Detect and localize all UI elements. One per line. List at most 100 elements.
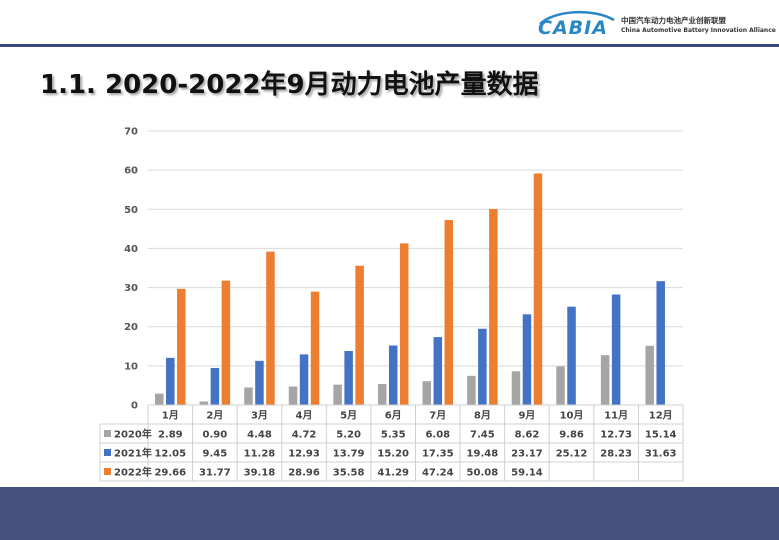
- legend-label: 2020年: [114, 428, 152, 441]
- bar: [656, 281, 665, 405]
- bar: [299, 354, 309, 405]
- bar: [177, 288, 186, 405]
- data-label: 50.08: [467, 468, 499, 479]
- data-label: 41.29: [377, 468, 409, 479]
- data-label: 6.08: [425, 430, 450, 441]
- bar: [533, 173, 543, 405]
- data-label: 12.93: [288, 449, 320, 460]
- y-tick-label: 0: [131, 401, 138, 412]
- data-label: 7.45: [470, 430, 495, 441]
- legend-label: 2021年: [114, 447, 152, 460]
- bar: [266, 251, 275, 405]
- logo-wordmark: CABIA: [538, 17, 608, 39]
- bar: [310, 291, 320, 405]
- data-label: 31.63: [645, 449, 677, 460]
- data-label: 59.14: [511, 468, 543, 479]
- data-label: 29.66: [154, 468, 186, 479]
- bar: [444, 220, 454, 405]
- data-label: 12.05: [154, 449, 186, 460]
- data-label: 31.77: [199, 468, 231, 479]
- org-name-en: China Automotive Battery Innovation Alli…: [621, 27, 776, 34]
- data-label: 15.20: [377, 449, 409, 460]
- bar: [155, 393, 164, 405]
- bar: [611, 294, 621, 405]
- header-divider: [0, 44, 779, 47]
- footer-band: [0, 487, 779, 540]
- data-label: 4.72: [292, 430, 317, 441]
- bar: [288, 386, 298, 405]
- bar: [355, 265, 364, 405]
- bar: [567, 306, 576, 405]
- data-label: 13.79: [333, 449, 365, 460]
- bar: [399, 243, 409, 405]
- bar: [255, 360, 264, 405]
- bar-chart: 0 10 20 30 40 50 60 70 1月 2月 3月 4月 5月 6月 7月 8月 9月 10月 11月 1…: [99, 127, 684, 482]
- bar: [210, 368, 220, 405]
- y-tick-label: 20: [124, 322, 138, 333]
- data-label: 9.45: [203, 449, 228, 460]
- legend-swatch: [104, 468, 111, 475]
- y-tick-label: 10: [124, 361, 138, 372]
- x-tick-label: 12月: [649, 410, 673, 422]
- data-label: 25.12: [556, 449, 588, 460]
- bar: [478, 328, 487, 405]
- x-tick-label: 6月: [385, 410, 402, 422]
- data-label: 8.62: [515, 430, 540, 441]
- data-label: 2.89: [158, 430, 183, 441]
- data-label: 28.96: [288, 468, 320, 479]
- bar: [433, 337, 443, 405]
- bar: [166, 357, 175, 405]
- logo-swoosh-icon: [539, 10, 615, 25]
- bar: [489, 208, 498, 405]
- x-tick-label: 1月: [162, 410, 179, 422]
- bar: [199, 401, 209, 405]
- bar: [333, 384, 342, 405]
- bar: [244, 387, 253, 405]
- bar: [645, 345, 654, 405]
- bar: [344, 351, 353, 405]
- y-tick-label: 30: [124, 283, 138, 294]
- data-label: 35.58: [333, 468, 365, 479]
- bar: [467, 375, 476, 405]
- y-tick-label: 50: [124, 205, 138, 216]
- data-label: 39.18: [244, 468, 276, 479]
- data-label: 17.35: [422, 449, 454, 460]
- y-tick-label: 60: [124, 166, 138, 177]
- data-label: 5.35: [381, 430, 406, 441]
- cabia-logo: CABIA 中国汽车动力电池产业创新联盟 China Automotive Ba…: [534, 8, 776, 42]
- bar: [388, 345, 398, 405]
- data-label: 9.86: [559, 430, 584, 441]
- bar: [377, 384, 387, 405]
- x-tick-label: 8月: [474, 410, 491, 422]
- x-tick-label: 4月: [296, 410, 313, 422]
- data-label: 4.48: [247, 430, 272, 441]
- data-label: 47.24: [422, 468, 454, 479]
- bar: [522, 314, 532, 405]
- bar: [511, 371, 521, 405]
- data-label: 28.23: [600, 449, 632, 460]
- x-tick-label: 7月: [429, 410, 446, 422]
- data-label: 12.73: [600, 430, 632, 441]
- bar: [600, 355, 610, 405]
- x-tick-label: 9月: [518, 410, 535, 422]
- x-tick-label: 2月: [206, 410, 223, 422]
- x-tick-label: 11月: [604, 410, 628, 422]
- bar: [556, 366, 565, 405]
- y-tick-label: 70: [124, 127, 138, 138]
- data-label: 5.20: [336, 430, 361, 441]
- data-label: 11.28: [244, 449, 276, 460]
- legend-swatch: [104, 430, 111, 437]
- legend-label: 2022年: [114, 466, 152, 479]
- org-name-cn: 中国汽车动力电池产业创新联盟: [621, 16, 726, 25]
- legend-swatch: [104, 449, 111, 456]
- data-label: 23.17: [511, 449, 543, 460]
- bar: [221, 280, 231, 405]
- y-tick-label: 40: [124, 244, 138, 255]
- bar: [422, 381, 432, 405]
- x-tick-label: 10月: [560, 410, 584, 422]
- x-tick-label: 3月: [251, 410, 268, 422]
- page-title: 1.1. 2020-2022年9月动力电池产量数据: [40, 70, 539, 100]
- data-label: 19.48: [467, 449, 499, 460]
- x-tick-label: 5月: [340, 410, 357, 422]
- data-label: 15.14: [645, 430, 677, 441]
